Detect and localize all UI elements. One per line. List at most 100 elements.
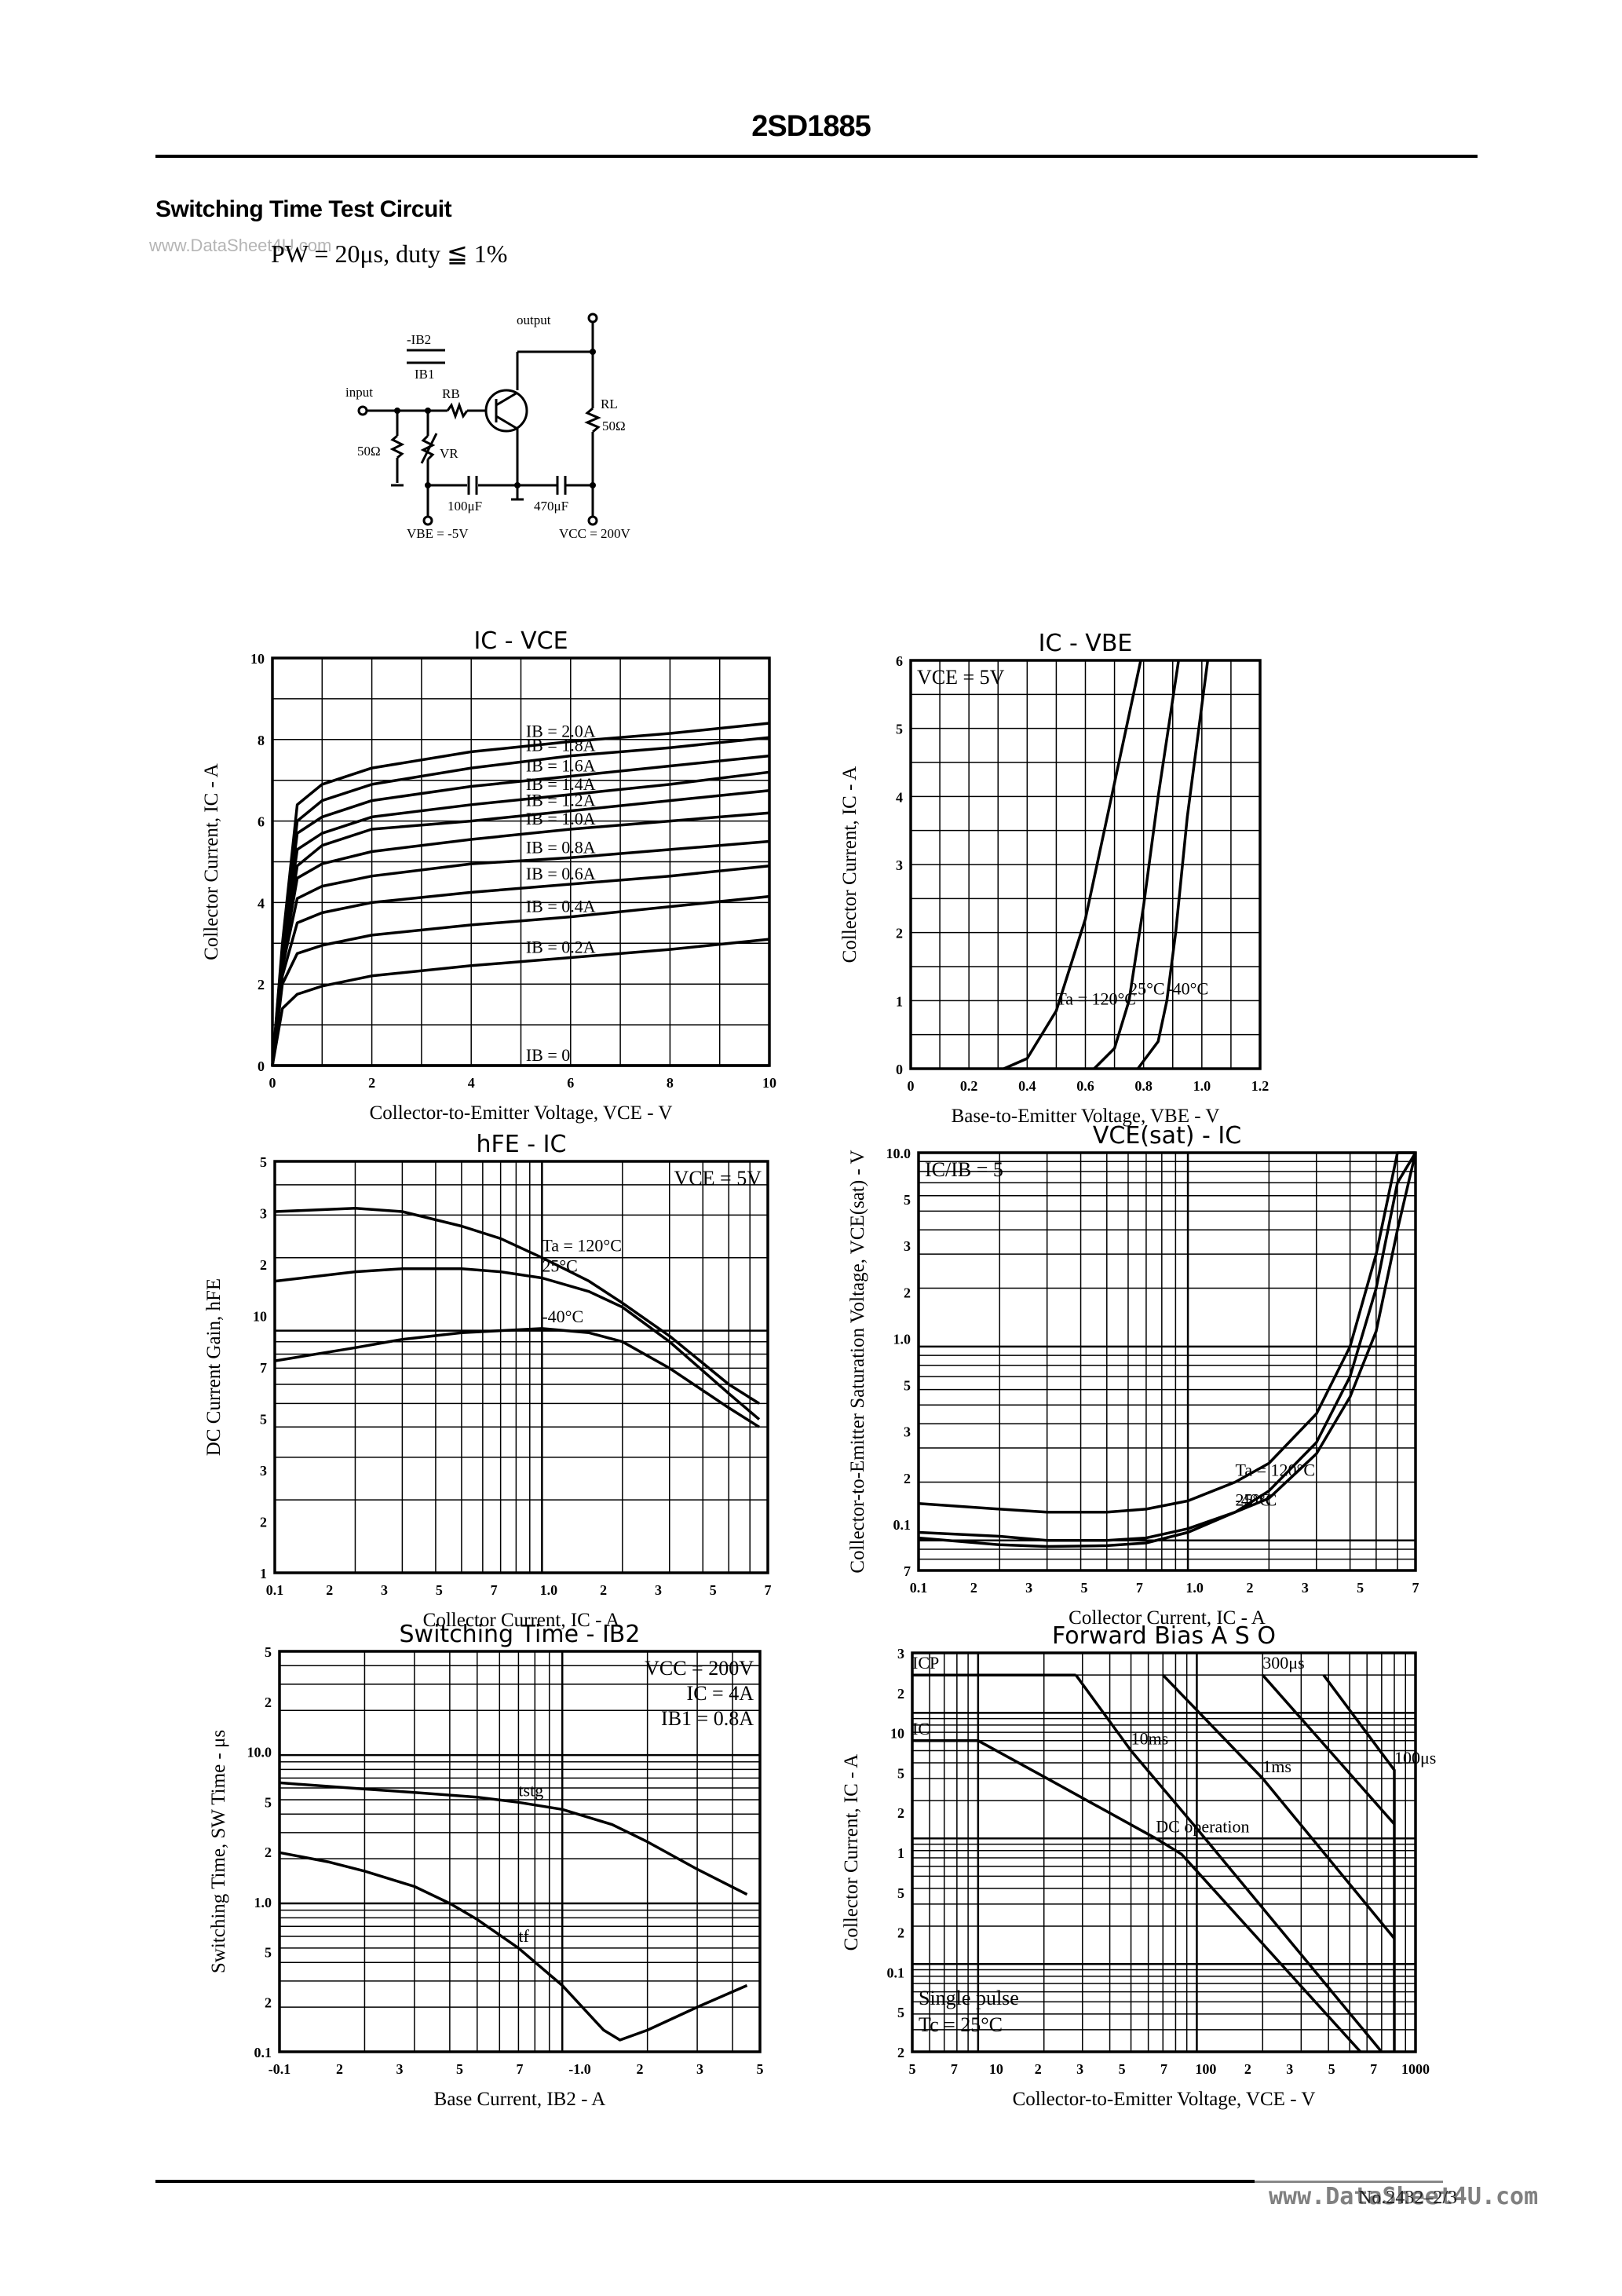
series-label: IB = 1.8A <box>526 736 596 755</box>
svg-text:5: 5 <box>265 1945 272 1961</box>
svg-text:5: 5 <box>436 1582 443 1598</box>
series-label: IB = 1.4A <box>526 774 596 794</box>
svg-text:2: 2 <box>265 1994 272 2010</box>
footer-rule <box>155 2180 1255 2183</box>
chart-series: Ta = 120°C25°C-40°C <box>1003 660 1210 1070</box>
svg-text:2: 2 <box>368 1075 375 1091</box>
svg-text:2: 2 <box>326 1582 333 1598</box>
header-rule <box>155 155 1478 158</box>
svg-text:1.0: 1.0 <box>540 1582 558 1598</box>
series-label: IB = 0.4A <box>526 897 596 916</box>
series-line <box>1162 1673 1396 1940</box>
series-label: IC <box>912 1719 930 1738</box>
axis-ticks: 0 0.2 0.4 0.6 0.8 1.0 1.2 0 1 2 3 4 5 6 <box>896 653 1269 1094</box>
chart-condition: Tc = 25°C <box>919 2013 1003 2036</box>
svg-text:5: 5 <box>897 1765 904 1781</box>
circuit-vr-label: VR <box>440 446 458 461</box>
chart-series: ICP IC DC operation 10ms 1ms 300μs 100μs <box>912 1653 1436 2053</box>
chart-condition: IC = 4A <box>687 1682 754 1705</box>
chart-series: tstg tf <box>279 1780 748 2042</box>
axis-ticks: 0.1 2 3 5 7 1.0 2 3 5 7 1 2 3 5 7 10 2 3 5 <box>253 1154 772 1598</box>
svg-text:2: 2 <box>897 1686 904 1702</box>
svg-text:3: 3 <box>1076 2061 1083 2077</box>
svg-text:10: 10 <box>890 1726 904 1742</box>
series-label: IB = 0.2A <box>526 937 596 956</box>
x-axis-label: Collector-to-Emitter Voltage, VCE - V <box>1013 2089 1316 2110</box>
svg-text:5: 5 <box>1357 1580 1364 1596</box>
x-axis-label: Collector Current, IC - A <box>423 1610 620 1631</box>
svg-text:8: 8 <box>258 733 265 748</box>
svg-text:3: 3 <box>897 1646 904 1662</box>
svg-text:0.2: 0.2 <box>960 1078 978 1094</box>
svg-text:0.1: 0.1 <box>893 1517 911 1533</box>
svg-text:0.1: 0.1 <box>266 1582 284 1598</box>
series-label: IB = 0.8A <box>526 837 596 857</box>
svg-text:3: 3 <box>260 1206 267 1222</box>
svg-text:4: 4 <box>468 1075 475 1091</box>
series-label: ICP <box>912 1653 939 1673</box>
circuit-rl-value: 50Ω <box>602 419 626 433</box>
axis-ticks: -0.1 2 3 5 7 -1.0 2 3 5 0.1 2 5 1.0 2 5 10.0 2 5 <box>247 1644 764 2077</box>
svg-text:2: 2 <box>897 2045 904 2060</box>
y-axis-label: Collector Current, IC - A <box>839 766 860 963</box>
series-label: tstg <box>518 1780 543 1800</box>
svg-text:7: 7 <box>1412 1580 1419 1596</box>
svg-text:5: 5 <box>1328 2061 1335 2077</box>
series-line <box>274 1207 760 1405</box>
x-axis-label: Base Current, IB2 - A <box>434 2089 606 2110</box>
chart-condition: IB1 = 0.8A <box>661 1707 754 1730</box>
svg-text:4: 4 <box>896 789 903 805</box>
series-label: IB = 1.0A <box>526 809 596 828</box>
svg-text:10: 10 <box>250 651 265 667</box>
watermark-top: www.DataSheet4U.com <box>149 236 332 255</box>
svg-text:5: 5 <box>896 722 903 737</box>
svg-text:1.0: 1.0 <box>254 1895 272 1910</box>
series-line <box>279 1851 748 2042</box>
svg-text:5: 5 <box>757 2061 764 2077</box>
svg-text:100: 100 <box>1195 2061 1216 2077</box>
svg-text:1.0: 1.0 <box>893 1331 911 1347</box>
series-label: Ta = 120°C <box>1056 989 1136 1008</box>
series-label: Ta = 120°C <box>542 1236 622 1256</box>
svg-text:0.1: 0.1 <box>887 1965 905 1980</box>
chart-title: Forward Bias A S O <box>1052 1622 1276 1650</box>
series-label: Ta = 120°C <box>1235 1460 1315 1479</box>
circuit-ib2-label: -IB2 <box>407 332 431 347</box>
svg-text:10: 10 <box>762 1075 776 1091</box>
pulse-condition: PW = 20μs, duty ≦ 1% <box>271 239 508 268</box>
svg-text:5: 5 <box>897 1885 904 1901</box>
series-label: IB = 0 <box>526 1045 570 1065</box>
svg-text:10: 10 <box>989 2061 1003 2077</box>
circuit-c2-label: 470μF <box>534 499 568 514</box>
series-label: -40°C <box>1167 978 1208 998</box>
y-axis-label: Collector-to-Emitter Saturation Voltage,… <box>847 1150 868 1573</box>
svg-text:3: 3 <box>1302 1580 1309 1596</box>
svg-text:0: 0 <box>896 1062 903 1077</box>
circuit-output-label: output <box>517 313 551 327</box>
series-label: IB = 0.6A <box>526 864 596 883</box>
svg-text:2: 2 <box>1035 2061 1042 2077</box>
series-label: 300μs <box>1262 1653 1304 1673</box>
chart-grid <box>278 1650 762 2053</box>
svg-text:5: 5 <box>260 1412 267 1428</box>
svg-text:5: 5 <box>897 2005 904 2020</box>
svg-text:3: 3 <box>904 1424 911 1440</box>
circuit-rin-label: 50Ω <box>357 444 381 459</box>
axis-ticks: 0 2 4 6 8 10 0 2 4 6 8 10 <box>250 651 776 1091</box>
series-label: tf <box>518 1926 529 1946</box>
svg-text:0.1: 0.1 <box>910 1580 928 1596</box>
svg-text:0.8: 0.8 <box>1134 1078 1153 1094</box>
chart-title: IC - VCE <box>473 627 568 655</box>
svg-text:0.4: 0.4 <box>1018 1078 1036 1094</box>
svg-text:7: 7 <box>491 1582 498 1598</box>
footer-rule-gray <box>1255 2181 1443 2183</box>
svg-text:8: 8 <box>667 1075 674 1091</box>
series-line <box>1003 660 1142 1070</box>
series-label: 10ms <box>1131 1728 1169 1748</box>
svg-text:2: 2 <box>600 1582 607 1598</box>
series-label: DC operation <box>1156 1816 1249 1836</box>
